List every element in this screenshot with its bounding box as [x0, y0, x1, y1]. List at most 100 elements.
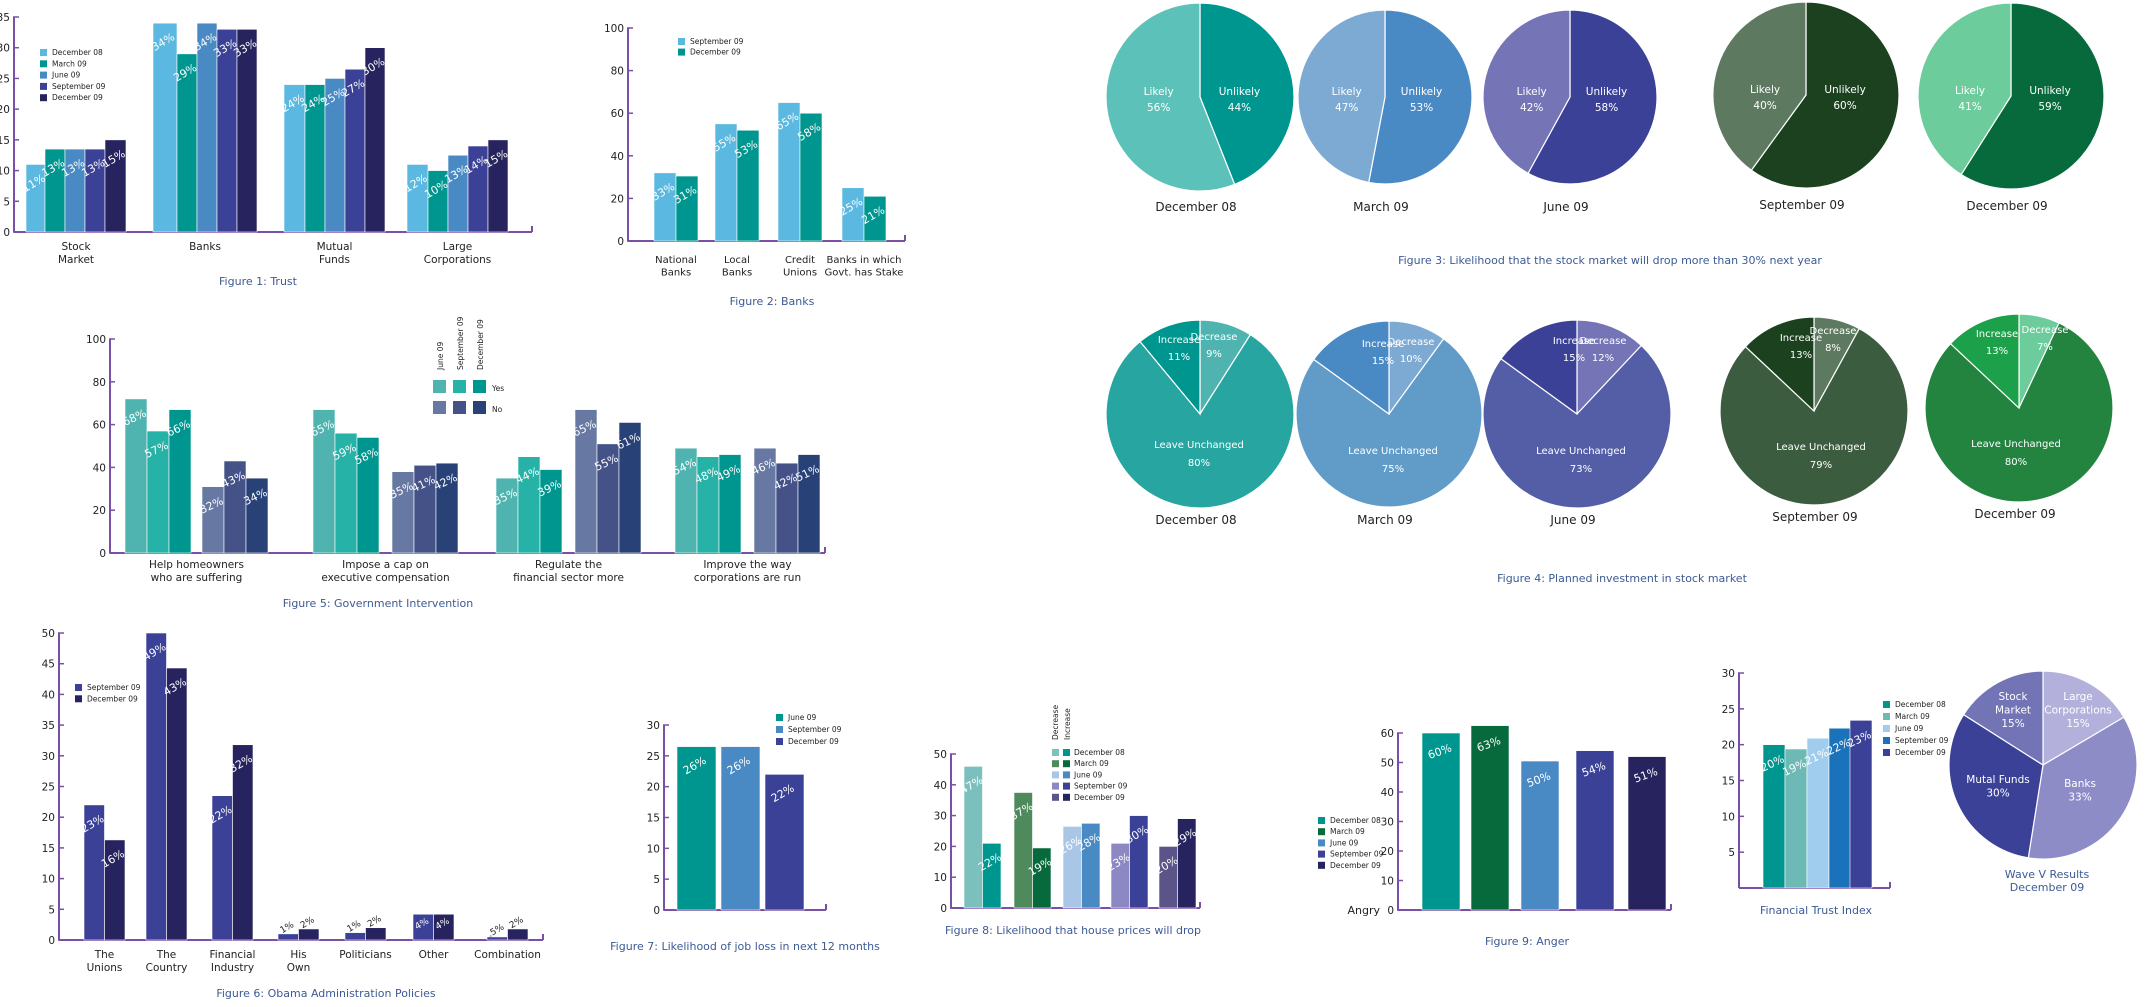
category-label: Financial Industry — [210, 949, 256, 974]
slice-label: Likely 42% — [1517, 86, 1547, 114]
legend-swatch — [473, 401, 486, 414]
y-tick-label: 40 — [93, 462, 106, 474]
y-tick-label: 20 — [1381, 846, 1394, 858]
label-line: 50 — [42, 628, 55, 640]
label-line: June 09 — [1549, 513, 1595, 527]
slice-label: Likely 47% — [1332, 86, 1362, 114]
label-line: 10% — [1400, 354, 1422, 365]
label-line: 25 — [1722, 704, 1735, 716]
label-line: September 09 — [690, 37, 744, 46]
label-line: 15 — [42, 843, 55, 855]
y-tick-label: 30 — [42, 751, 55, 763]
y-tick-label: 60 — [611, 108, 624, 120]
y-tick-label: 60 — [1381, 728, 1394, 740]
pie-label: December 08 — [1155, 513, 1236, 527]
y-tick-label: 0 — [3, 227, 10, 239]
label-line: 60 — [611, 108, 624, 120]
legend-label: December 09 — [52, 93, 103, 102]
label-line: Figure 8: Likelihood that house prices w… — [945, 924, 1201, 937]
label-line: 41% — [1958, 101, 1981, 113]
y-tick-label: 0 — [617, 236, 624, 248]
label-line: 15% — [2066, 718, 2089, 730]
bar — [344, 932, 366, 941]
bar — [1129, 815, 1149, 909]
label-line: Likely — [1517, 86, 1547, 98]
legend-swatch — [1883, 737, 1890, 744]
legend-swatch — [678, 38, 685, 45]
label-line: Figure 1: Trust — [219, 275, 298, 288]
label-line: 15% — [1372, 356, 1394, 367]
slice-label: Increase 15% — [1553, 336, 1595, 364]
figure-caption: Wave V Results December 09 — [2005, 868, 2090, 894]
label-line: Figure 6: Obama Administration Policies — [216, 987, 436, 1000]
figure-caption: Figure 9: Anger — [1485, 935, 1570, 948]
y-tick-label: 20 — [0, 104, 10, 116]
label-line: 25 — [0, 73, 10, 85]
legend-label: September 09 — [788, 725, 842, 734]
label-line: June 09 — [51, 71, 80, 80]
label-line: 100 — [604, 23, 624, 35]
legend-swatch — [1318, 850, 1325, 858]
label-line: 60% — [1833, 100, 1856, 112]
category-label: Help homeowners who are suffering — [149, 559, 244, 584]
label-line: 15% — [1563, 353, 1585, 364]
label-line: Decrease — [2022, 325, 2069, 336]
slice-label: Decrease 7% — [2022, 325, 2069, 353]
label-line: September 09 — [788, 725, 842, 734]
pie-slice — [1960, 2, 2105, 190]
legend-swatch — [776, 714, 783, 721]
label-line: 7% — [2037, 342, 2053, 353]
figure-caption: Figure 5: Government Intervention — [283, 597, 474, 610]
legend-swatch — [1063, 760, 1070, 768]
label-line: 56% — [1147, 102, 1170, 114]
legend-label: June 09 — [1073, 770, 1102, 779]
label-line: 30 — [1722, 668, 1735, 680]
bar — [216, 28, 238, 233]
label-line: Leave Unchanged — [1971, 439, 2061, 450]
legend-label: September 09 — [1074, 782, 1128, 791]
pie-chart: Unlikely 44% Likely 56% December 08 — [1105, 2, 1295, 214]
label-line: Stock — [1998, 691, 2028, 703]
slice-label: Increase 13% — [1976, 329, 2018, 357]
label-line: 0 — [99, 548, 106, 560]
category-label: Large Corporations — [424, 241, 492, 266]
label-line: Politicians — [339, 949, 392, 961]
label-line: 40 — [1381, 787, 1394, 799]
label-line: 0 — [48, 935, 55, 947]
slice-label: Likely 56% — [1144, 86, 1174, 114]
pie-label: June 09 — [1549, 513, 1595, 527]
pie-slice — [1199, 2, 1295, 186]
label-line: December 08 — [1895, 700, 1946, 709]
category-label: Politicians — [339, 949, 392, 961]
label-line: Other — [419, 949, 449, 961]
y-tick-label: 10 — [42, 874, 55, 886]
category-label: Banks in which Govt. has Stake — [825, 255, 904, 279]
label-line: 40% — [1753, 100, 1776, 112]
label-line: Corporations — [2044, 705, 2112, 717]
label-line: Likely — [1955, 85, 1985, 97]
label-line: December 09 — [1974, 507, 2055, 521]
label-line: Figure 2: Banks — [730, 295, 815, 308]
label-line: June 09 — [1073, 770, 1102, 779]
label-line: 45 — [42, 659, 55, 671]
legend-column-label: Decrease — [1051, 704, 1060, 740]
label-line: June 09 — [1542, 200, 1588, 214]
label-line: Banks — [2064, 778, 2096, 790]
label-line: National — [655, 255, 697, 266]
legend-swatch — [40, 49, 47, 56]
bar — [1575, 750, 1615, 911]
y-tick-label: 5 — [48, 904, 55, 916]
label-line: Impose a cap on — [342, 559, 429, 571]
category-label: His Own — [287, 949, 311, 974]
label-line: who are suffering — [151, 572, 243, 584]
label-line: September 09 — [1895, 736, 1949, 745]
label-line: Likely — [1332, 86, 1362, 98]
label-line: Likely — [1144, 86, 1174, 98]
slice-label: Likely 41% — [1955, 85, 1985, 113]
label-line: Unlikely — [1586, 86, 1627, 98]
y-tick-label: 10 — [1381, 876, 1394, 888]
y-tick-label: 0 — [48, 935, 55, 947]
label-line: December 08 — [1330, 816, 1381, 825]
